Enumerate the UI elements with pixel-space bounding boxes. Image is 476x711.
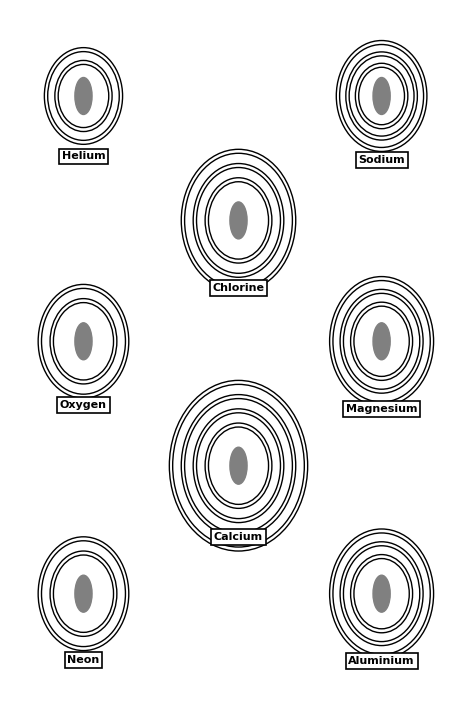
Text: Oxygen: Oxygen <box>60 400 107 410</box>
Text: Neon: Neon <box>67 655 99 665</box>
Text: Sodium: Sodium <box>357 155 404 165</box>
Text: Magnesium: Magnesium <box>345 404 416 414</box>
Ellipse shape <box>372 323 389 360</box>
Ellipse shape <box>75 77 92 114</box>
Text: Calcium: Calcium <box>214 532 262 542</box>
Ellipse shape <box>229 202 247 239</box>
Ellipse shape <box>75 575 92 612</box>
Text: Chlorine: Chlorine <box>212 283 264 293</box>
Ellipse shape <box>372 77 389 114</box>
Ellipse shape <box>229 447 247 484</box>
Ellipse shape <box>75 323 92 360</box>
Ellipse shape <box>372 575 389 612</box>
Text: Aluminium: Aluminium <box>347 656 414 666</box>
Text: Helium: Helium <box>61 151 105 161</box>
